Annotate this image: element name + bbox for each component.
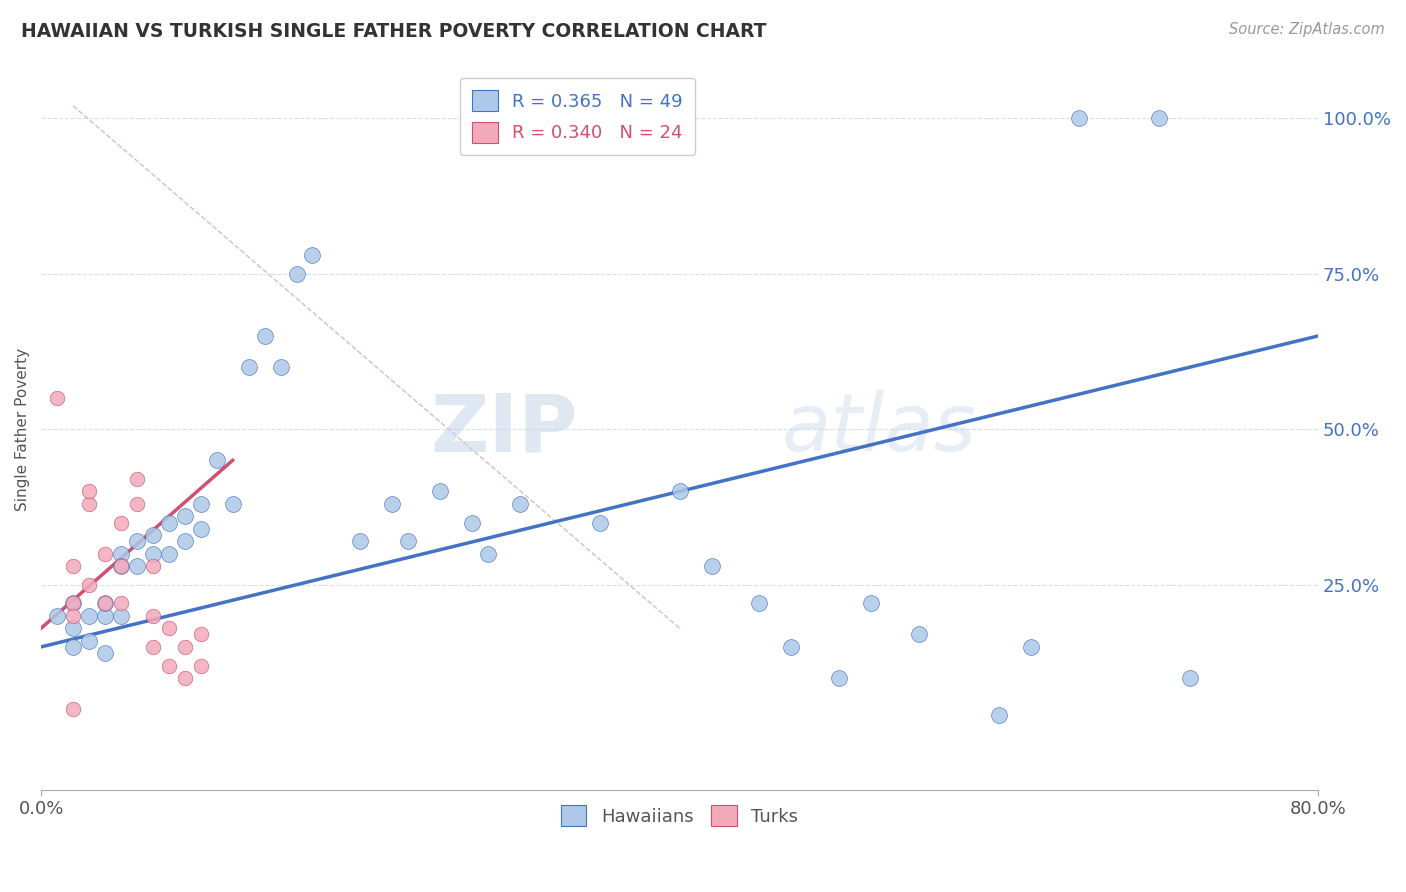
Point (270, 359, 292, 374)
Point (110, 596, 132, 610)
Point (221, 497, 243, 511)
Point (77, 577, 100, 591)
Point (77, 497, 100, 511)
Point (205, 453, 228, 467)
Point (285, 267, 308, 281)
Text: Source: ZipAtlas.com: Source: ZipAtlas.com (1229, 22, 1385, 37)
Point (190, 522, 212, 536)
Point (125, 497, 148, 511)
Point (190, 497, 212, 511)
Point (125, 559, 148, 574)
Text: ZIP: ZIP (430, 390, 578, 468)
Point (125, 472, 148, 486)
Point (142, 640, 165, 654)
Point (77, 484, 100, 499)
Point (157, 658, 180, 673)
Point (396, 534, 419, 549)
Point (110, 547, 132, 561)
Point (46, 608, 69, 623)
Point (700, 559, 723, 574)
Point (94, 608, 117, 623)
Point (62, 640, 84, 654)
Point (62, 596, 84, 610)
Legend: Hawaiians, Turks: Hawaiians, Turks (553, 796, 807, 835)
Point (477, 547, 499, 561)
Point (668, 484, 690, 499)
Point (157, 516, 180, 530)
Point (94, 547, 117, 561)
Point (461, 516, 484, 530)
Point (77, 633, 100, 648)
Point (62, 596, 84, 610)
Point (94, 596, 117, 610)
Point (429, 484, 451, 499)
Point (509, 497, 531, 511)
Point (142, 608, 165, 623)
Point (125, 534, 148, 549)
Point (94, 596, 117, 610)
Point (142, 547, 165, 561)
Point (142, 559, 165, 574)
Point (157, 621, 180, 635)
Point (62, 608, 84, 623)
Point (173, 534, 195, 549)
Point (94, 646, 117, 660)
Point (1180, 671, 1202, 685)
Point (62, 621, 84, 635)
Y-axis label: Single Father Poverty: Single Father Poverty (15, 348, 30, 511)
Point (301, 248, 323, 262)
Point (349, 534, 371, 549)
Point (589, 516, 612, 530)
Point (828, 671, 851, 685)
Point (110, 559, 132, 574)
Point (157, 547, 180, 561)
Point (908, 627, 931, 641)
Point (748, 596, 770, 610)
Point (238, 359, 260, 374)
Point (110, 608, 132, 623)
Point (62, 702, 84, 716)
Point (173, 509, 195, 524)
Point (381, 497, 404, 511)
Point (190, 658, 212, 673)
Point (110, 559, 132, 574)
Point (1019, 640, 1042, 654)
Point (780, 640, 803, 654)
Text: atlas: atlas (782, 390, 977, 468)
Point (142, 528, 165, 542)
Point (173, 640, 195, 654)
Point (110, 516, 132, 530)
Point (77, 608, 100, 623)
Point (860, 596, 883, 610)
Point (190, 627, 212, 641)
Point (62, 559, 84, 574)
Point (173, 671, 195, 685)
Point (253, 329, 276, 343)
Point (1147, 112, 1170, 126)
Text: HAWAIIAN VS TURKISH SINGLE FATHER POVERTY CORRELATION CHART: HAWAIIAN VS TURKISH SINGLE FATHER POVERT… (21, 22, 766, 41)
Point (987, 708, 1010, 723)
Point (1067, 112, 1090, 126)
Point (46, 391, 69, 405)
